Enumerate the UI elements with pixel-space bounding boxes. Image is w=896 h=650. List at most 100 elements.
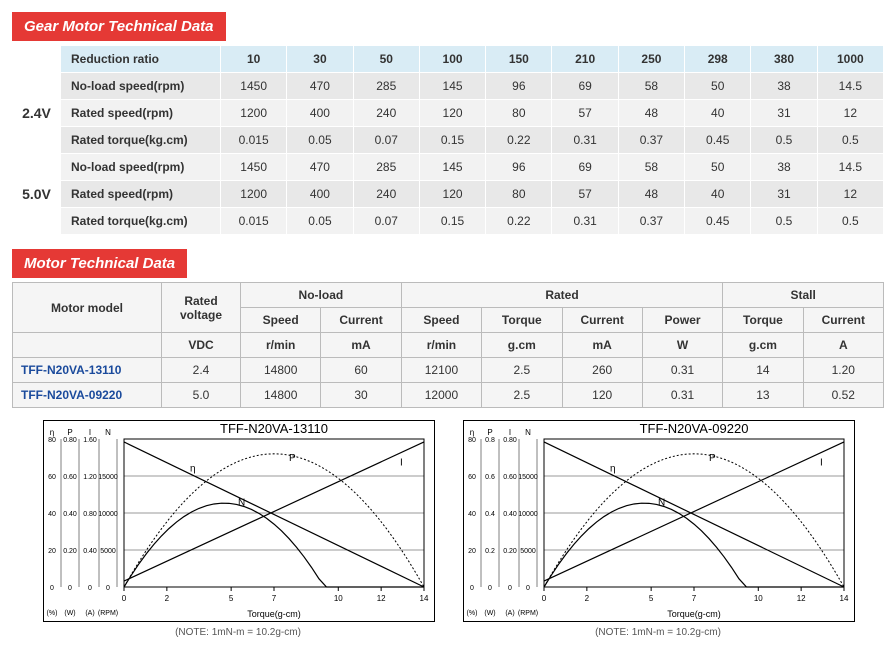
- gear-cell: 0.5: [817, 127, 883, 154]
- motor-cell: 60: [321, 358, 401, 383]
- gear-cell: 14.5: [817, 73, 883, 100]
- svg-text:I: I: [509, 428, 511, 437]
- motor-model-cell: TFF-N20VA-09220: [13, 383, 162, 408]
- chart-note: (NOTE: 1mN-m = 10.2g-cm): [43, 627, 433, 638]
- gear-cell: 285: [353, 154, 419, 181]
- svg-text:Torque(g-cm): Torque(g-cm): [667, 609, 721, 619]
- gear-cell: 0.22: [486, 208, 552, 235]
- motor-cell: 30: [321, 383, 401, 408]
- gear-cell: 58: [618, 73, 684, 100]
- gear-cell: 0.22: [486, 127, 552, 154]
- svg-text:10: 10: [754, 594, 763, 603]
- gear-cell: 40: [685, 100, 751, 127]
- svg-text:0: 0: [106, 585, 110, 592]
- svg-text:0: 0: [508, 585, 512, 592]
- svg-text:5: 5: [649, 594, 654, 603]
- gear-cell: 145: [419, 73, 485, 100]
- gear-cell: 48: [618, 181, 684, 208]
- gear-row-label: Rated speed(rpm): [61, 181, 221, 208]
- gear-cell: 285: [353, 73, 419, 100]
- gear-cell: 1450: [221, 73, 287, 100]
- svg-text:0.2: 0.2: [485, 548, 495, 555]
- mh-unit: g.cm: [723, 333, 803, 358]
- mh-unit: W: [642, 333, 722, 358]
- svg-text:0.40: 0.40: [63, 511, 77, 518]
- svg-text:P: P: [709, 453, 716, 464]
- gear-cell: 0.5: [751, 127, 817, 154]
- svg-text:0.80: 0.80: [63, 437, 77, 444]
- motor-cell: 0.31: [642, 358, 722, 383]
- gear-cell: 0.37: [618, 208, 684, 235]
- motor-cell: 2.5: [482, 383, 562, 408]
- ratio-cell: 1000: [817, 46, 883, 73]
- svg-text:η: η: [50, 428, 54, 437]
- gear-cell: 40: [685, 181, 751, 208]
- gear-cell: 80: [486, 181, 552, 208]
- svg-text:0.20: 0.20: [63, 548, 77, 555]
- svg-text:P: P: [487, 428, 492, 437]
- svg-text:40: 40: [468, 511, 476, 518]
- gear-cell: 0.015: [221, 127, 287, 154]
- motor-cell: 12100: [401, 358, 481, 383]
- ratio-cell: 30: [287, 46, 353, 73]
- svg-text:η: η: [190, 464, 196, 475]
- svg-text:40: 40: [48, 511, 56, 518]
- svg-text:5000: 5000: [520, 548, 536, 555]
- gear-cell: 96: [486, 73, 552, 100]
- gear-cell: 0.07: [353, 208, 419, 235]
- svg-text:I: I: [89, 428, 91, 437]
- svg-text:P: P: [67, 428, 72, 437]
- gear-cell: 96: [486, 154, 552, 181]
- gear-cell: 0.5: [817, 208, 883, 235]
- voltage-cell: 2.4V: [13, 73, 61, 154]
- gear-cell: 0.015: [221, 208, 287, 235]
- mh-stall: Stall: [723, 283, 884, 308]
- svg-text:10: 10: [334, 594, 343, 603]
- svg-text:0.20: 0.20: [503, 548, 517, 555]
- mh-unit: r/min: [241, 333, 321, 358]
- gear-cell: 38: [751, 154, 817, 181]
- gear-cell: 80: [486, 100, 552, 127]
- gear-row-label: No-load speed(rpm): [61, 154, 221, 181]
- svg-text:0.6: 0.6: [485, 474, 495, 481]
- mh-s1: Speed: [241, 308, 321, 333]
- motor-curve-chart: TFF-N20VA-09220 η020406080(%)P00.20.40.6…: [463, 420, 855, 622]
- gear-cell: 0.45: [685, 127, 751, 154]
- svg-text:7: 7: [692, 594, 697, 603]
- gear-cell: 31: [751, 100, 817, 127]
- motor-cell: 13: [723, 383, 803, 408]
- svg-text:0.80: 0.80: [503, 437, 517, 444]
- svg-text:80: 80: [468, 437, 476, 444]
- mh-unit: r/min: [401, 333, 481, 358]
- ratio-cell: 150: [486, 46, 552, 73]
- chart-title: TFF-N20VA-09220: [640, 421, 749, 436]
- ratio-cell: 50: [353, 46, 419, 73]
- svg-text:N: N: [105, 428, 111, 437]
- svg-text:20: 20: [48, 548, 56, 555]
- gear-cell: 240: [353, 181, 419, 208]
- svg-text:0: 0: [68, 585, 72, 592]
- svg-text:(RPM): (RPM): [518, 610, 538, 617]
- svg-text:0.4: 0.4: [485, 511, 495, 518]
- gear-cell: 69: [552, 73, 618, 100]
- svg-text:1.20: 1.20: [83, 474, 97, 481]
- svg-text:η: η: [470, 428, 474, 437]
- motor-cell: 14800: [241, 383, 321, 408]
- motor-cell: 14: [723, 358, 803, 383]
- mh-c3: Current: [803, 308, 883, 333]
- gear-cell: 1450: [221, 154, 287, 181]
- gear-row-label: Rated torque(kg.cm): [61, 208, 221, 235]
- gear-row-label: Rated speed(rpm): [61, 100, 221, 127]
- svg-text:0.8: 0.8: [485, 437, 495, 444]
- gear-cell: 69: [552, 154, 618, 181]
- gear-cell: 240: [353, 100, 419, 127]
- chart-note: (NOTE: 1mN-m = 10.2g-cm): [463, 627, 853, 638]
- svg-text:10000: 10000: [98, 511, 118, 518]
- svg-text:20: 20: [468, 548, 476, 555]
- gear-cell: 0.05: [287, 127, 353, 154]
- mh-c1: Current: [321, 308, 401, 333]
- mh-model: Motor model: [13, 283, 162, 333]
- ratio-cell: 380: [751, 46, 817, 73]
- gear-cell: 0.31: [552, 127, 618, 154]
- svg-text:(A): (A): [85, 610, 94, 617]
